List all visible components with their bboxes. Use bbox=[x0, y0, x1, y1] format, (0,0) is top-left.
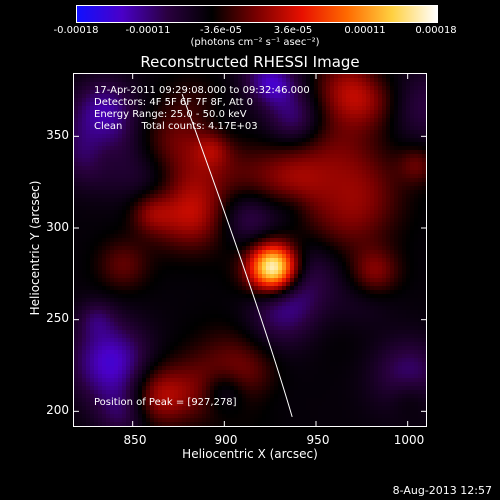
time-range-label: 17-Apr-2011 09:29:08.000 to 09:32:46.000 bbox=[94, 85, 310, 96]
image-panel bbox=[73, 73, 427, 427]
colorbar-tick-label: -3.6e-05 bbox=[200, 25, 242, 36]
axis-ticks bbox=[74, 74, 426, 426]
colorbar-tick-label: -0.00018 bbox=[53, 25, 99, 36]
plot-title: Reconstructed RHESSI Image bbox=[140, 53, 360, 71]
y-tick-label: 300 bbox=[46, 220, 69, 234]
detectors-label: Detectors: 4F 5F 6F 7F 8F, Att 0 bbox=[94, 97, 254, 108]
y-tick-label: 200 bbox=[46, 403, 69, 417]
x-tick-label: 950 bbox=[306, 433, 330, 447]
colorbar-tick-label: -0.00011 bbox=[125, 25, 171, 36]
colorbar-tick-label: 3.6e-05 bbox=[273, 25, 313, 36]
clean-counts-label: Clean Total counts: 4.17E+03 bbox=[94, 121, 258, 132]
x-tick-label: 900 bbox=[214, 433, 238, 447]
image-pixel-grid bbox=[74, 74, 426, 426]
peak-position-label: Position of Peak = [927,278] bbox=[94, 397, 237, 408]
colorbar-unit-label: (photons cm⁻² s⁻¹ asec⁻²) bbox=[190, 37, 320, 48]
x-tick-label: 1000 bbox=[393, 433, 425, 447]
reconstructed-image bbox=[74, 74, 426, 426]
colorbar-tick-label: 0.00011 bbox=[344, 25, 386, 36]
x-tick-label: 850 bbox=[123, 433, 147, 447]
y-tick-label: 250 bbox=[46, 311, 69, 325]
colorbar-tick-label: 0.00018 bbox=[415, 25, 457, 36]
colorbar bbox=[76, 5, 438, 23]
solar-limb-line bbox=[181, 93, 293, 417]
y-tick-label: 350 bbox=[46, 128, 69, 142]
x-axis-label: Heliocentric X (arcsec) bbox=[182, 447, 318, 461]
y-axis-label: Heliocentric Y (arcsec) bbox=[28, 180, 42, 316]
energy-range-label: Energy Range: 25.0 - 50.0 keV bbox=[94, 109, 247, 120]
plot-date-label: 8-Aug-2013 12:57 bbox=[392, 484, 492, 497]
